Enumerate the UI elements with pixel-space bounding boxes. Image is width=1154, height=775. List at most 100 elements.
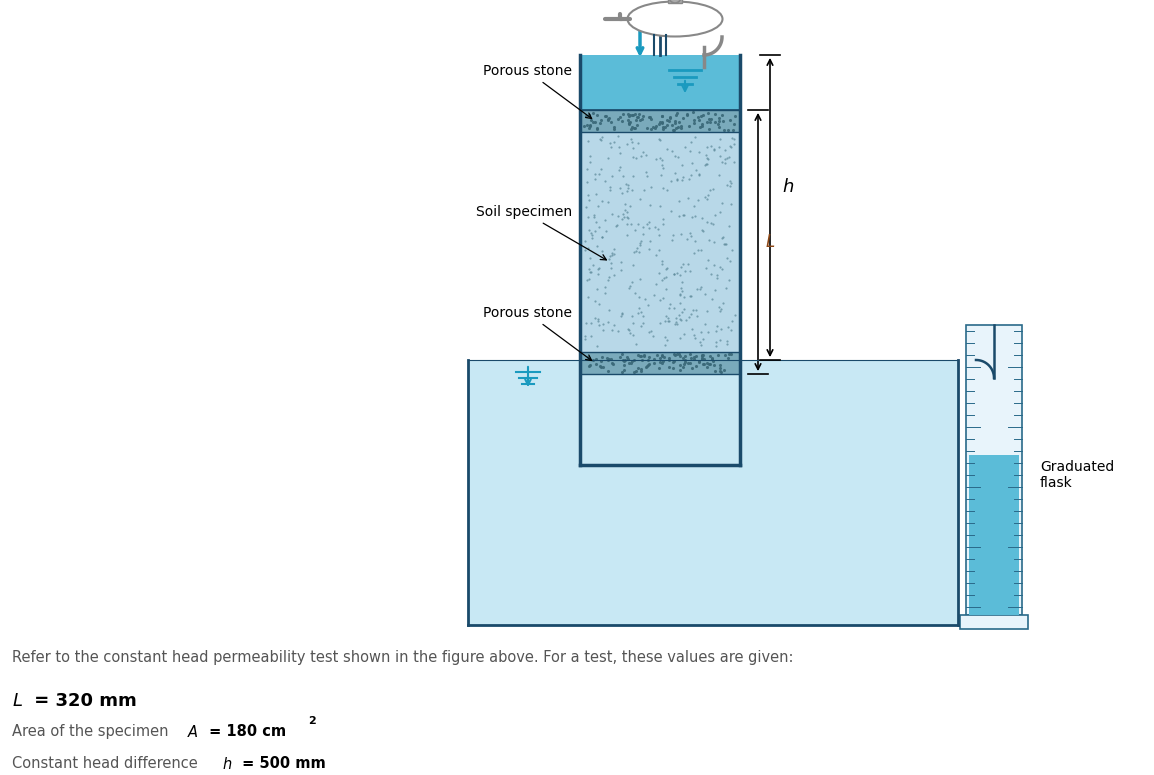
Point: [680, 172, 698, 184]
Point: [605, 123, 623, 136]
Point: [667, 318, 685, 330]
Point: [715, 153, 734, 165]
Point: [619, 108, 637, 120]
Point: [647, 120, 666, 133]
Point: [645, 221, 664, 233]
Point: [690, 336, 709, 348]
Point: [651, 133, 669, 146]
Point: [584, 106, 602, 119]
Point: [591, 117, 609, 129]
Point: [627, 338, 645, 350]
Point: [674, 112, 692, 124]
Point: [681, 265, 699, 277]
Point: [639, 358, 658, 370]
Point: [634, 146, 652, 158]
Point: [617, 218, 636, 230]
Point: [579, 273, 598, 285]
Point: [672, 228, 690, 240]
Point: [631, 320, 650, 332]
Point: [713, 115, 732, 127]
Point: [696, 318, 714, 330]
Point: [659, 315, 677, 327]
Point: [658, 262, 676, 274]
Point: [711, 359, 729, 371]
Point: [579, 109, 598, 121]
Point: [682, 308, 700, 320]
Point: [595, 109, 614, 122]
Point: [582, 330, 600, 343]
Point: [702, 268, 720, 281]
Point: [691, 120, 710, 133]
Point: [620, 357, 638, 370]
Point: [619, 179, 637, 191]
Point: [578, 188, 597, 201]
Point: [620, 109, 638, 122]
Point: [631, 272, 650, 284]
Point: [670, 332, 689, 345]
Point: [586, 353, 605, 365]
Point: [592, 231, 610, 243]
Point: [669, 348, 688, 360]
Point: [595, 174, 614, 187]
Point: [705, 108, 724, 120]
Point: [673, 276, 691, 288]
Point: [578, 119, 597, 132]
Point: [593, 130, 612, 143]
Point: [600, 270, 619, 283]
Point: [621, 116, 639, 129]
Point: [651, 352, 669, 364]
Point: [719, 123, 737, 136]
Point: [654, 212, 673, 225]
Point: [650, 267, 668, 279]
Point: [579, 352, 598, 364]
Point: [703, 293, 721, 305]
Point: [595, 287, 614, 299]
Point: [614, 208, 632, 220]
Point: [706, 325, 725, 337]
Point: [587, 283, 606, 295]
Point: [667, 348, 685, 360]
Point: [655, 331, 674, 343]
Point: [654, 218, 673, 230]
Point: [685, 210, 704, 222]
Point: [616, 198, 635, 210]
Point: [694, 226, 712, 238]
Point: [660, 354, 679, 367]
Point: [704, 183, 722, 195]
Point: [698, 116, 717, 129]
Point: [577, 110, 595, 122]
Point: [579, 210, 598, 222]
Text: = 320 mm: = 320 mm: [28, 691, 137, 710]
Point: [684, 247, 703, 260]
Point: [599, 274, 617, 286]
Point: [690, 356, 709, 368]
Point: [672, 313, 690, 326]
Point: [652, 255, 670, 267]
Point: [590, 319, 608, 331]
Point: [698, 189, 717, 202]
Point: [601, 184, 620, 196]
Bar: [580, 132, 740, 352]
Point: [601, 181, 620, 193]
Point: [711, 334, 729, 346]
Point: [664, 229, 682, 241]
Point: [674, 208, 692, 221]
Point: [669, 195, 688, 207]
Point: [614, 353, 632, 366]
Point: [597, 225, 615, 237]
Point: [709, 118, 727, 130]
Point: [713, 232, 732, 244]
Point: [577, 316, 595, 329]
Point: [650, 243, 668, 256]
Point: [702, 113, 720, 126]
Point: [576, 330, 594, 343]
Point: [673, 352, 691, 364]
Point: [580, 120, 599, 133]
Point: [703, 352, 721, 364]
Point: [624, 142, 643, 154]
Point: [627, 365, 645, 377]
Point: [622, 356, 640, 369]
Point: [696, 158, 714, 170]
Point: [638, 360, 657, 372]
Point: [681, 356, 699, 369]
